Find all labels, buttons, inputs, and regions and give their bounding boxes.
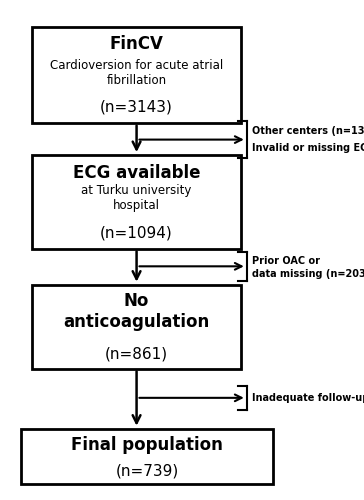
Text: Invalid or missing ECG (n=665): Invalid or missing ECG (n=665): [252, 143, 364, 153]
Text: Cardioversion for acute atrial
fibrillation: Cardioversion for acute atrial fibrillat…: [50, 60, 223, 88]
Text: No
anticoagulation: No anticoagulation: [63, 292, 210, 331]
FancyBboxPatch shape: [32, 27, 241, 123]
Text: Final population: Final population: [71, 436, 223, 454]
FancyBboxPatch shape: [32, 285, 241, 369]
Text: Prior OAC or: Prior OAC or: [252, 256, 320, 266]
Text: (n=1094): (n=1094): [100, 225, 173, 240]
Text: data missing (n=203): data missing (n=203): [252, 269, 364, 279]
Text: at Turku university
hospital: at Turku university hospital: [82, 184, 192, 212]
Text: (n=3143): (n=3143): [100, 99, 173, 114]
Text: Inadequate follow-up (n=122): Inadequate follow-up (n=122): [252, 393, 364, 403]
Text: Other centers (n=1384): Other centers (n=1384): [252, 126, 364, 136]
Text: (n=861): (n=861): [105, 346, 168, 362]
Text: ECG available: ECG available: [73, 164, 200, 182]
Text: (n=739): (n=739): [115, 463, 179, 478]
Text: FinCV: FinCV: [110, 36, 163, 54]
FancyBboxPatch shape: [32, 155, 241, 249]
FancyBboxPatch shape: [21, 429, 273, 484]
